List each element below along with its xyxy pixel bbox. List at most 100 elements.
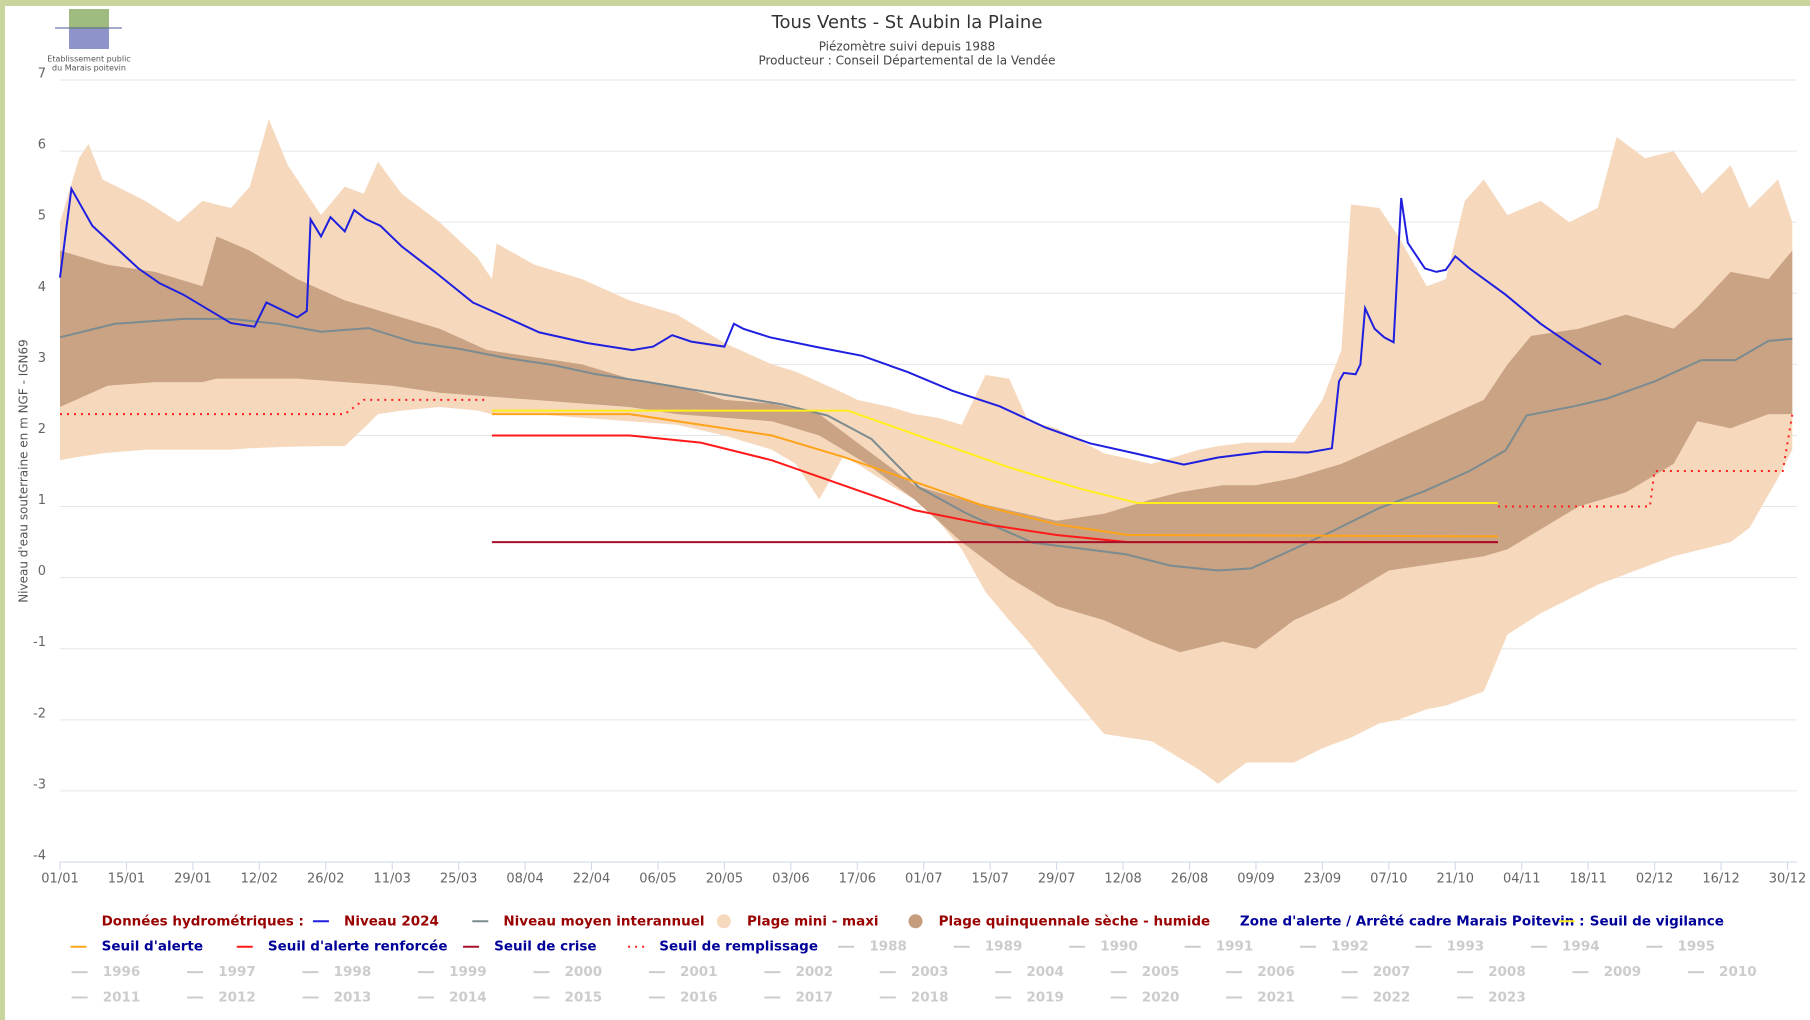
plot-area xyxy=(59,119,1794,784)
legend-label: 2013 xyxy=(334,989,372,1005)
legend-label: 1991 xyxy=(1216,939,1254,955)
legend-label: 1997 xyxy=(218,964,256,980)
border-top xyxy=(0,0,1810,6)
legend-label: 1995 xyxy=(1677,939,1715,955)
y-tick-label: -2 xyxy=(33,706,46,721)
legend-label: 2019 xyxy=(1026,989,1064,1005)
x-tick-label: 01/01 xyxy=(41,872,78,887)
legend-label: 1993 xyxy=(1447,939,1485,955)
x-tick-label: 29/01 xyxy=(174,872,211,887)
legend-label: 2004 xyxy=(1026,964,1064,980)
x-tick-label: 12/08 xyxy=(1104,872,1141,887)
range-band xyxy=(60,119,1793,784)
y-tick-label: 0 xyxy=(38,564,46,579)
logo-text: du Marais poitevin xyxy=(52,64,126,73)
legend-label: Seuil d'alerte renforcée xyxy=(268,939,448,955)
x-tick-label: 12/02 xyxy=(241,872,278,887)
legend-label: 2010 xyxy=(1719,964,1757,980)
legend: Données hydrométriques : Niveau 2024 Nivea… xyxy=(70,913,1757,1005)
legend-label: 2015 xyxy=(565,989,603,1005)
y-tick-label: -1 xyxy=(33,635,46,650)
legend-label: 2006 xyxy=(1257,964,1295,980)
chart-subtitle: Producteur : Conseil Départemental de la… xyxy=(758,54,1055,68)
legend-label: 2016 xyxy=(680,989,718,1005)
legend-label: 1999 xyxy=(449,964,487,980)
legend-label: 2017 xyxy=(795,989,833,1005)
logo-text: Etablissement public xyxy=(47,55,130,64)
y-tick-label: 2 xyxy=(38,422,46,437)
legend-label: 1994 xyxy=(1562,939,1600,955)
y-tick-label: 3 xyxy=(38,351,46,366)
x-tick-label: 11/03 xyxy=(373,872,410,887)
legend-label: Seuil d'alerte xyxy=(102,939,203,955)
x-tick-label: 02/12 xyxy=(1636,872,1673,887)
legend-label: 1990 xyxy=(1100,939,1138,955)
legend-label: 2005 xyxy=(1142,964,1180,980)
x-tick-label: 15/01 xyxy=(108,872,145,887)
x-tick-label: 26/08 xyxy=(1171,872,1208,887)
legend-label: Niveau 2024 xyxy=(344,913,439,929)
x-tick-label: 07/10 xyxy=(1370,872,1407,887)
legend-label: 2008 xyxy=(1488,964,1526,980)
x-tick-label: 01/07 xyxy=(905,872,942,887)
x-tick-label: 06/05 xyxy=(639,872,676,887)
series-line xyxy=(59,317,1793,572)
y-tick-label: 5 xyxy=(38,209,46,224)
x-tick-label: 29/07 xyxy=(1038,872,1075,887)
logo: Etablissement public du Marais poitevin xyxy=(47,9,131,73)
legend-label: Seuil de remplissage xyxy=(659,939,818,955)
logo-top xyxy=(69,9,109,29)
range-band xyxy=(60,236,1793,653)
legend-label: 2022 xyxy=(1373,989,1411,1005)
series-line xyxy=(59,185,1602,466)
x-tick-label: 22/04 xyxy=(573,872,610,887)
legend-label: 1996 xyxy=(103,964,141,980)
y-tick-label: 4 xyxy=(38,280,46,295)
y-tick-label: -4 xyxy=(33,849,46,864)
x-tick-label: 04/11 xyxy=(1503,872,1540,887)
x-tick-label: 23/09 xyxy=(1304,872,1341,887)
legend-label: 2002 xyxy=(795,964,833,980)
chart-title: Tous Vents - St Aubin la Plaine xyxy=(771,12,1043,33)
legend-label: 2003 xyxy=(911,964,949,980)
y-axis-label: Niveau d'eau souterraine en m NGF - IGN6… xyxy=(17,339,31,603)
x-tick-label: 03/06 xyxy=(772,872,809,887)
legend-label: 1988 xyxy=(869,939,907,955)
x-tick-label: 16/12 xyxy=(1702,872,1739,887)
legend-label: 2023 xyxy=(1488,989,1526,1005)
y-tick-label: 1 xyxy=(38,493,46,508)
x-tick-label: 15/07 xyxy=(971,872,1008,887)
legend-symbol xyxy=(908,914,923,929)
legend-label: Plage mini - maxi xyxy=(747,913,879,929)
legend-label: 1989 xyxy=(985,939,1023,955)
legend-label: 2001 xyxy=(680,964,718,980)
legend-label: 1998 xyxy=(334,964,372,980)
legend-label: 2011 xyxy=(103,989,141,1005)
x-tick-label: 18/11 xyxy=(1569,872,1606,887)
x-tick-label: 26/02 xyxy=(307,872,344,887)
y-tick-label: 7 xyxy=(38,67,46,82)
legend-header: Zone d'alerte / Arrêté cadre Marais Poit… xyxy=(1240,913,1585,929)
x-tick-label: 21/10 xyxy=(1437,872,1474,887)
legend-label: Niveau moyen interannuel xyxy=(503,913,704,929)
x-tick-label: 17/06 xyxy=(839,872,876,887)
legend-label: 2012 xyxy=(218,989,256,1005)
x-tick-label: 20/05 xyxy=(706,872,743,887)
legend-label: 2009 xyxy=(1604,964,1642,980)
x-tick-label: 09/09 xyxy=(1237,872,1274,887)
chart-subtitle: Piézomètre suivi depuis 1988 xyxy=(819,40,996,54)
legend-label: 2021 xyxy=(1257,989,1295,1005)
legend-symbol xyxy=(716,914,731,929)
series-line xyxy=(491,434,1498,544)
border-left xyxy=(0,0,5,1020)
y-tick-label: -3 xyxy=(33,777,46,792)
series-line xyxy=(491,409,1498,504)
legend-label: 2014 xyxy=(449,989,487,1005)
y-tick-label: 6 xyxy=(38,138,46,153)
series-line xyxy=(491,413,1499,538)
legend-header: Données hydrométriques : xyxy=(102,913,304,929)
legend-label: 2020 xyxy=(1142,989,1180,1005)
legend-label: 2000 xyxy=(565,964,603,980)
x-tick-label: 25/03 xyxy=(440,872,477,887)
legend-label: 2018 xyxy=(911,989,949,1005)
